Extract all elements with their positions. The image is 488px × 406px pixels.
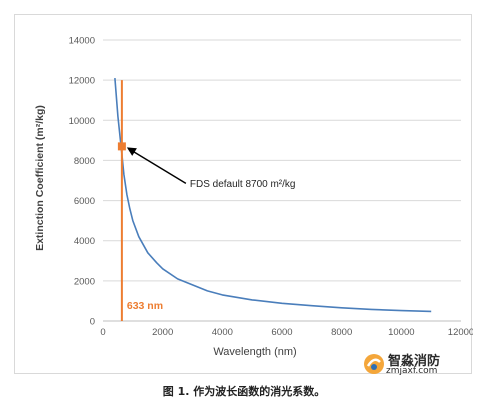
- chart: 0 2000 4000 6000 8000 10000 12000 14000 0 2000 400…: [34, 36, 473, 359]
- chart-frame: 0 2000 4000 6000 8000 10000 12000 14000 0 2000 400…: [14, 14, 473, 374]
- annotation-arrow-line: [133, 151, 187, 184]
- x-tick-label-8000: 8000: [331, 327, 352, 338]
- y-tick-label-8000: 8000: [74, 156, 95, 167]
- annotation-text: FDS default 8700 m²/kg: [190, 179, 296, 190]
- watermark-logo-icon: [364, 354, 384, 374]
- watermark: 智淼消防 zmjaxf.com: [362, 350, 472, 378]
- x-tick-label-6000: 6000: [271, 327, 292, 338]
- marker-layer: [117, 142, 126, 151]
- vertical-line-layer: 633 nm: [120, 80, 163, 321]
- figure-caption: 图 1. 作为波长函数的消光系数。: [162, 385, 326, 398]
- y-tick-label-12000: 12000: [69, 76, 95, 87]
- annotation-layer: FDS default 8700 m²/kg: [126, 147, 296, 190]
- x-tick-label-10000: 10000: [388, 327, 414, 338]
- series-line-0: [114, 78, 432, 313]
- y-tick-label-4000: 4000: [74, 236, 95, 247]
- gridlines: [103, 39, 461, 282]
- tick-labels: 0 2000 4000 6000 8000 10000 12000 14000 0 2000 400…: [69, 36, 473, 339]
- x-tick-label-4000: 4000: [212, 327, 233, 338]
- y-tick-label-14000: 14000: [69, 36, 95, 47]
- x-tick-label-0: 0: [100, 327, 105, 338]
- watermark-url: zmjaxf.com: [386, 366, 438, 376]
- y-axis-label: Extinction Coefficient (m²/kg): [34, 105, 46, 251]
- x-tick-label-12000: 12000: [448, 327, 473, 338]
- y-tick-label-2000: 2000: [74, 276, 95, 287]
- x-axis-label: Wavelength (nm): [213, 346, 296, 358]
- default-marker: [117, 142, 126, 151]
- y-tick-label-0: 0: [90, 317, 95, 328]
- y-tick-label-6000: 6000: [74, 196, 95, 207]
- vertical-line-label: 633 nm: [127, 300, 163, 312]
- watermark-name: 智淼消防: [388, 354, 441, 369]
- annotation-arrowhead: [126, 147, 137, 156]
- series-layer: [114, 78, 432, 313]
- x-tick-label-2000: 2000: [152, 327, 173, 338]
- y-tick-label-10000: 10000: [69, 116, 95, 127]
